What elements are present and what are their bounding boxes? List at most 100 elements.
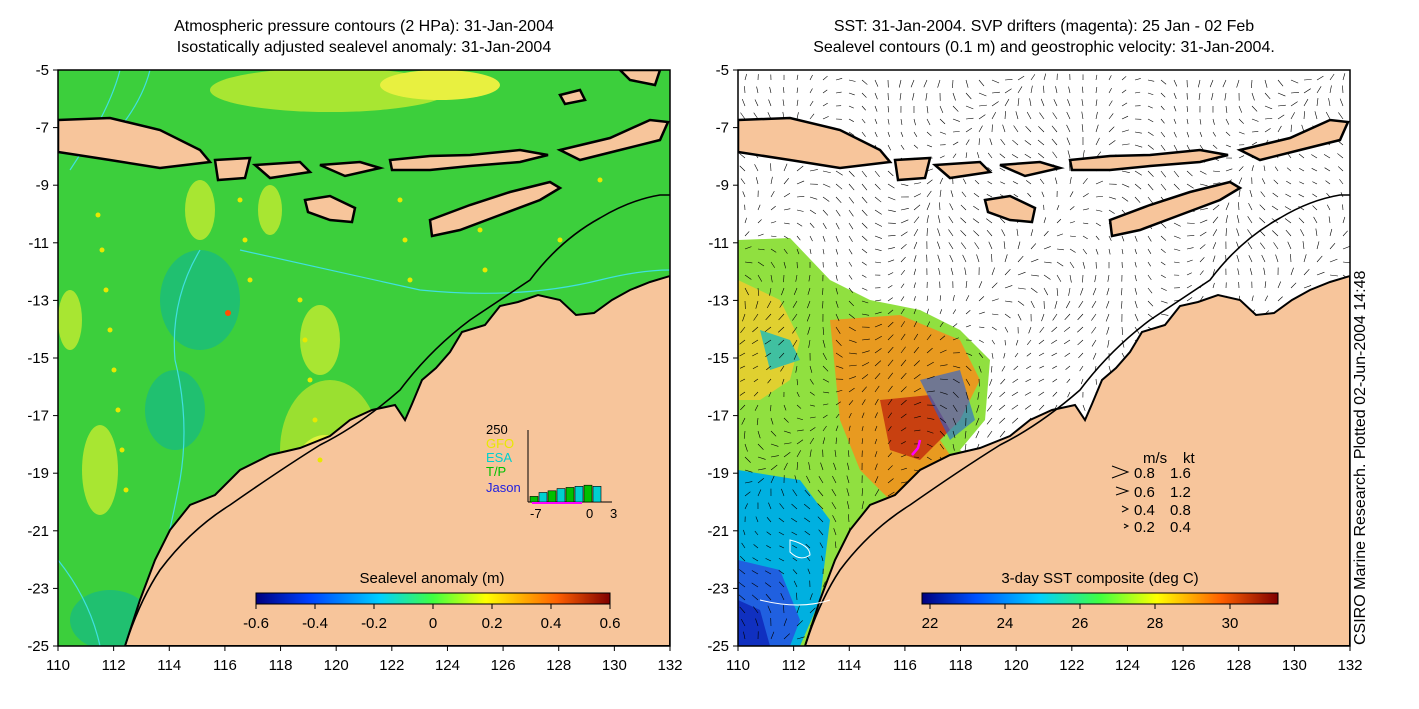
- right-lon-tick-3: 116: [893, 657, 917, 674]
- sla-colorbar-label: Sealevel anomaly (m): [359, 570, 504, 587]
- right-lon-tick-10: 130: [1282, 657, 1307, 674]
- right-lon-tick-0: 110: [726, 657, 750, 674]
- left-lon-tick-3: 116: [213, 657, 237, 674]
- left-lon-tick-9: 128: [546, 657, 571, 674]
- inset-bar: [529, 496, 539, 503]
- inset-bar: [583, 484, 593, 503]
- vel-row3-kt: 0.4: [1170, 519, 1191, 536]
- sla-colorbar-ticks: -0.6 -0.4 -0.2 0 0.2 0.4 0.6: [243, 604, 620, 632]
- left-lat-tick-3: -11: [28, 235, 49, 252]
- sst-tick-0: 22: [922, 615, 939, 632]
- sla-tick-0: -0.6: [243, 615, 269, 632]
- sst-tick-4: 30: [1222, 615, 1239, 632]
- left-lon-tick-6: 122: [379, 657, 404, 674]
- inset-legend-esa: ESA: [486, 450, 512, 465]
- left-lon-tick-5: 120: [324, 657, 349, 674]
- inset-bar: [538, 492, 548, 503]
- left-lon-tick-2: 114: [157, 657, 181, 674]
- right-lat-tick-0: -5: [716, 62, 729, 79]
- australia-landmass: [123, 274, 670, 646]
- sla-anomaly-field: [58, 70, 500, 646]
- right-title-line2: Sealevel contours (0.1 m) and geostrophi…: [813, 39, 1275, 56]
- left-lat-tick-9: -23: [27, 580, 49, 597]
- right-lon-tick-6: 122: [1059, 657, 1084, 674]
- right-lon-tick-2: 114: [837, 657, 861, 674]
- shelf-line-right: [804, 194, 1350, 646]
- sealevel-contours: [759, 539, 831, 606]
- left-lat-tick-6: -17: [27, 408, 49, 425]
- sla-tick-4: 0.2: [482, 615, 503, 632]
- right-lat-tick-1: -7: [716, 120, 729, 137]
- inset-xtick-1: 0: [586, 506, 593, 521]
- inset-bar: [565, 487, 575, 503]
- sla-tick-3: 0: [429, 615, 437, 632]
- vel-row1-kt: 1.2: [1170, 484, 1191, 501]
- right-lon-tick-9: 128: [1226, 657, 1251, 674]
- right-lat-tick-9: -23: [707, 580, 729, 597]
- left-map-frame: [58, 70, 670, 646]
- right-lat-tick-2: -9: [716, 177, 729, 194]
- right-lat-tick-8: -21: [707, 523, 729, 540]
- right-map-frame: [738, 70, 1350, 646]
- sla-tick-2: -0.2: [361, 615, 387, 632]
- left-lon-tick-11: 132: [657, 657, 682, 674]
- right-lon-tick-11: 132: [1337, 657, 1362, 674]
- sst-colorbar-ticks: 22 24 26 28 30: [922, 604, 1239, 632]
- credit-stamp: CSIRO Marine Research. Plotted 02-Jun-20…: [1352, 270, 1369, 645]
- vel-legend-header-ms: m/s: [1143, 450, 1167, 467]
- left-lon-tick-4: 118: [269, 657, 293, 674]
- inset-bar: [547, 490, 557, 503]
- inset-legend-jason: Jason: [486, 480, 521, 495]
- altimeter-tracks: [95, 177, 603, 493]
- inset-legend-tp: T/P: [486, 464, 506, 479]
- vel-row0-ms: 0.8: [1134, 465, 1155, 482]
- left-lon-tick-1: 112: [102, 657, 126, 674]
- right-lat-tick-4: -13: [707, 292, 729, 309]
- inset-bar: [556, 488, 566, 503]
- right-lat-tick-3: -11: [708, 235, 729, 252]
- inset-xtick-0: -7: [530, 506, 542, 521]
- left-map-title: Atmospheric pressure contours (2 HPa): 3…: [58, 16, 670, 58]
- vel-row2-ms: 0.4: [1134, 502, 1155, 519]
- left-lat-tick-1: -7: [36, 120, 49, 137]
- right-lon-tick-7: 124: [1115, 657, 1140, 674]
- indonesia-islands: [58, 70, 670, 238]
- vel-row1-ms: 0.6: [1134, 484, 1155, 501]
- right-title-line1: SST: 31-Jan-2004. SVP drifters (magenta)…: [833, 18, 1255, 35]
- sst-colorbar-label: 3-day SST composite (deg C): [1001, 570, 1198, 587]
- left-lon-tick-8: 126: [491, 657, 516, 674]
- left-title-line1: Atmospheric pressure contours (2 HPa): 3…: [174, 18, 554, 35]
- left-lon-tick-10: 130: [602, 657, 627, 674]
- sla-tick-1: -0.4: [302, 615, 328, 632]
- sla-tick-5: 0.4: [541, 615, 562, 632]
- inset-xtick-2: 3: [610, 506, 617, 521]
- right-lon-tick-5: 120: [1004, 657, 1029, 674]
- velocity-legend: m/s kt 0.8 1.6 0.6 1.2 0.4 0.8 0.2 0.4: [1111, 450, 1196, 536]
- vel-legend-header-kt: kt: [1183, 450, 1196, 467]
- right-map-title: SST: 31-Jan-2004. SVP drifters (magenta)…: [738, 16, 1350, 58]
- left-lat-tick-8: -21: [27, 523, 49, 540]
- sla-tick-6: 0.6: [600, 615, 621, 632]
- inset-bar: [574, 486, 584, 503]
- right-lon-tick-4: 118: [949, 657, 973, 674]
- svp-drifter-track: [911, 439, 922, 456]
- sample-point: [225, 310, 231, 316]
- inset-legend-gfo: GFO: [486, 436, 514, 451]
- vel-row0-kt: 1.6: [1170, 465, 1191, 482]
- inset-bar: [592, 486, 602, 503]
- sla-colorbar: Sealevel anomaly (m) -0.6 -0.4 -0.2 0 0.2 0.4…: [243, 570, 620, 632]
- altimeter-inset: 250 GFO ESA T/P Jason -7 0 3: [486, 422, 617, 521]
- left-lon-tick-7: 124: [435, 657, 460, 674]
- right-lat-tick-5: -15: [707, 350, 729, 367]
- inset-bars: [529, 484, 602, 503]
- inset-ymax: 250: [486, 422, 508, 437]
- australia-landmass-right: [803, 274, 1350, 646]
- sst-tick-1: 24: [997, 615, 1014, 632]
- left-lat-tick-7: -19: [27, 465, 49, 482]
- left-lat-tick-2: -9: [36, 177, 49, 194]
- left-lat-tick-0: -5: [36, 62, 49, 79]
- indonesia-islands-right: [738, 116, 1350, 238]
- sst-tick-2: 26: [1072, 615, 1089, 632]
- left-lat-tick-10: -25: [27, 638, 49, 655]
